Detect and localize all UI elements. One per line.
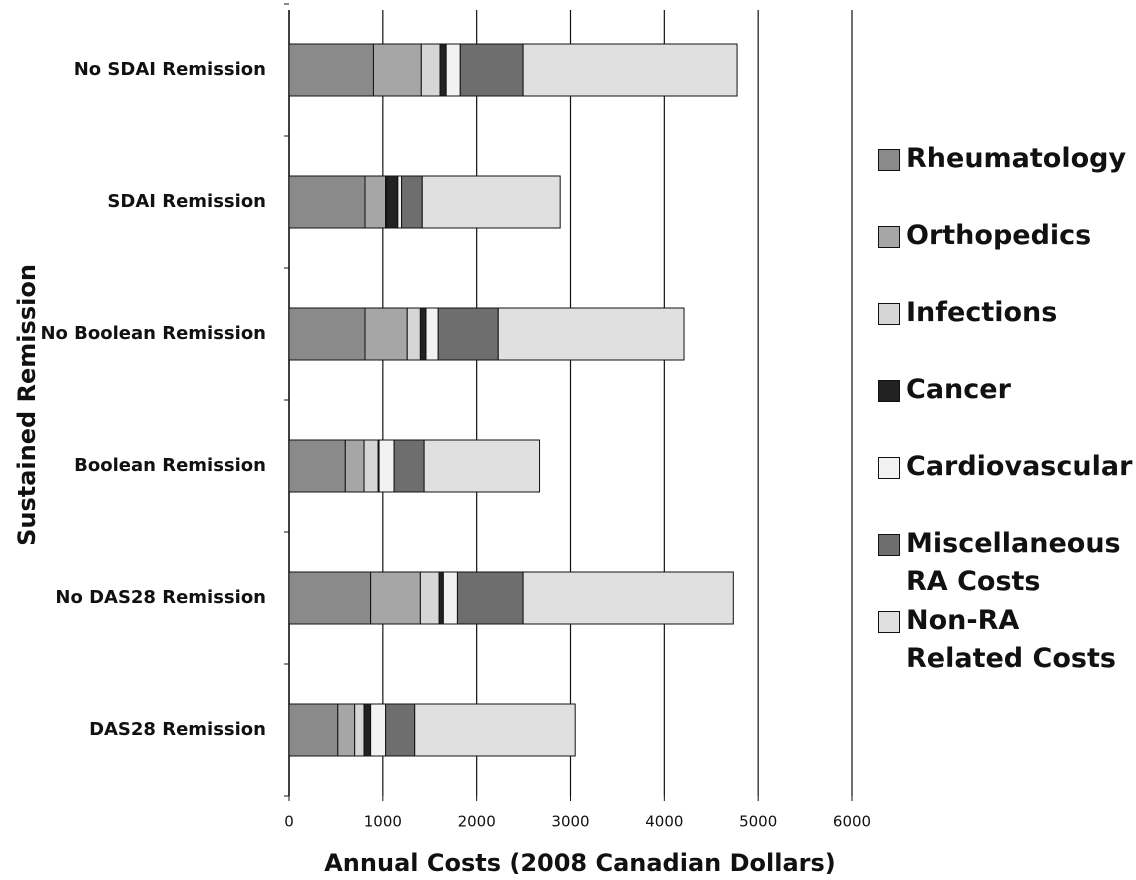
- bar-segment: [370, 703, 387, 757]
- legend-swatch: [878, 226, 900, 248]
- bar-segment: [419, 571, 440, 625]
- bar-segment: [386, 175, 399, 229]
- bar-segment: [344, 439, 365, 493]
- bar-segment: [522, 43, 738, 97]
- bar-segment: [288, 307, 366, 361]
- legend-item: Miscellaneous RA Costs: [878, 525, 1128, 601]
- bar-segment: [288, 175, 366, 229]
- legend-label: Cancer: [906, 374, 1011, 405]
- legend-item: Cardiovascular: [878, 448, 1132, 486]
- bar-segment: [363, 439, 379, 493]
- y-axis-title: Sustained Remission: [13, 264, 41, 546]
- bar-segment: [337, 703, 356, 757]
- bar-segment: [423, 439, 541, 493]
- y-tick-label: DAS28 Remission: [89, 719, 266, 740]
- legend-label: Rheumatology: [906, 143, 1127, 174]
- bar-segment: [288, 571, 372, 625]
- bar-segment: [421, 175, 561, 229]
- legend-label: Miscellaneous RA Costs: [906, 528, 1121, 597]
- legend-label: Orthopedics: [906, 220, 1092, 251]
- legend-swatch: [878, 457, 900, 479]
- x-tick-label: 5000: [739, 813, 777, 831]
- legend-item: Cancer: [878, 371, 1128, 409]
- bar-segment: [420, 43, 441, 97]
- y-tick-label: No DAS28 Remission: [55, 587, 266, 608]
- legend-item: Rheumatology: [878, 140, 1128, 178]
- bar-segment: [401, 175, 423, 229]
- bar-segment: [425, 307, 439, 361]
- x-tick-label: 4000: [645, 813, 683, 831]
- bar-segment: [497, 307, 685, 361]
- y-tick-label: No Boolean Remission: [40, 323, 266, 344]
- bar-segment: [442, 571, 458, 625]
- legend-swatch: [878, 380, 900, 402]
- x-tick-label: 0: [284, 813, 294, 831]
- legend-label: Infections: [906, 297, 1058, 328]
- legend-label: Cardiovascular: [906, 451, 1133, 482]
- y-tick-label: Boolean Remission: [74, 455, 266, 476]
- bar-segment: [354, 703, 365, 757]
- legend-swatch: [878, 611, 900, 633]
- bar-segment: [459, 43, 524, 97]
- bar-segment: [393, 439, 425, 493]
- bar-segment: [378, 439, 395, 493]
- legend-swatch: [878, 303, 900, 325]
- bar-segment: [288, 703, 339, 757]
- legend-item: Orthopedics: [878, 217, 1128, 255]
- bar-segment: [372, 43, 422, 97]
- bar-segment: [522, 571, 734, 625]
- bar-segment: [437, 307, 499, 361]
- bar-segment: [439, 43, 447, 97]
- legend-swatch: [878, 534, 900, 556]
- legend-label: Non-RA Related Costs: [906, 605, 1116, 674]
- bar-segment: [438, 571, 444, 625]
- x-tick-label: 6000: [833, 813, 871, 831]
- x-tick-label: 2000: [458, 813, 496, 831]
- legend-item: Infections: [878, 294, 1128, 332]
- y-tick-label: No SDAI Remission: [74, 59, 266, 80]
- x-axis-title: Annual Costs (2008 Canadian Dollars): [324, 849, 836, 877]
- bar-segment: [364, 175, 387, 229]
- x-tick-label: 1000: [364, 813, 402, 831]
- legend-swatch: [878, 149, 900, 171]
- bar-segment: [445, 43, 461, 97]
- bar-segment: [385, 703, 416, 757]
- bar-segment: [288, 43, 374, 97]
- bar-segment: [414, 703, 576, 757]
- x-tick-label: 3000: [551, 813, 589, 831]
- bar-segment: [370, 571, 421, 625]
- bar-segment: [363, 703, 372, 757]
- bar-segment: [288, 439, 346, 493]
- bar-segment: [419, 307, 427, 361]
- bar-segment: [397, 175, 403, 229]
- bar-segment: [364, 307, 408, 361]
- bar-segment: [456, 571, 524, 625]
- legend-item: Non-RA Related Costs: [878, 602, 1128, 678]
- y-tick-label: SDAI Remission: [107, 191, 266, 212]
- bar-segment: [406, 307, 421, 361]
